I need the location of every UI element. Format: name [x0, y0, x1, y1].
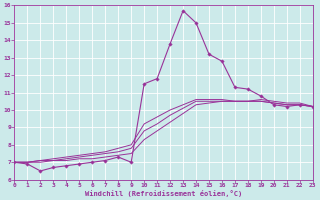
X-axis label: Windchill (Refroidissement éolien,°C): Windchill (Refroidissement éolien,°C)	[85, 190, 242, 197]
